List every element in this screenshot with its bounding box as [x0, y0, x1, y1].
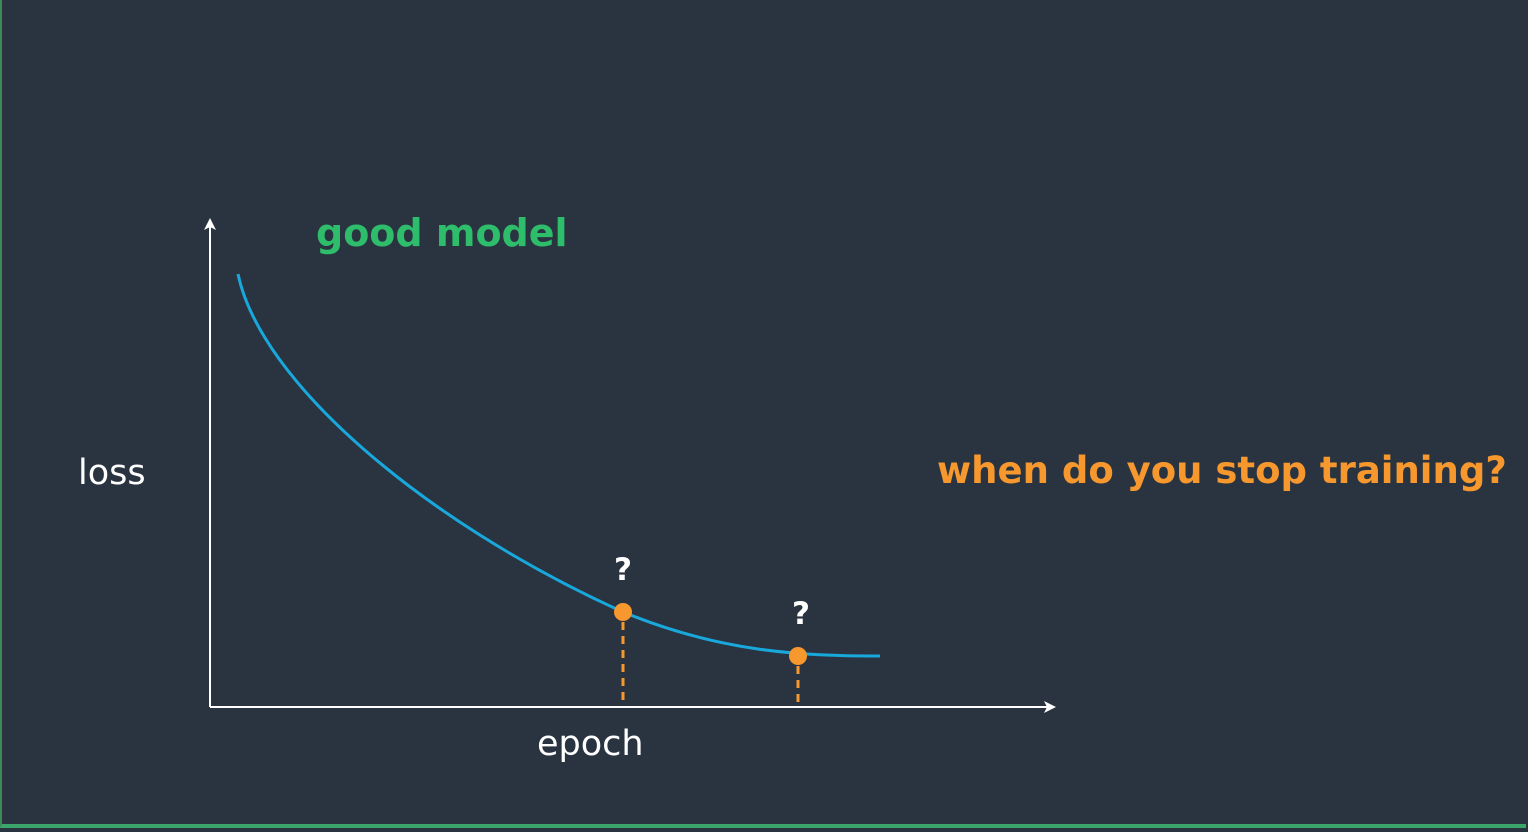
x-axis-label: epoch — [537, 724, 644, 764]
question-text: when do you stop training? — [937, 449, 1507, 492]
diagram-title: good model — [316, 211, 568, 255]
loss-curve — [236, 273, 881, 658]
question-mark-2: ? — [792, 596, 810, 632]
stop-point-1 — [614, 603, 632, 621]
y-axis-label: loss — [78, 453, 146, 493]
question-mark-1: ? — [614, 552, 632, 588]
stop-point-2 — [789, 647, 807, 665]
